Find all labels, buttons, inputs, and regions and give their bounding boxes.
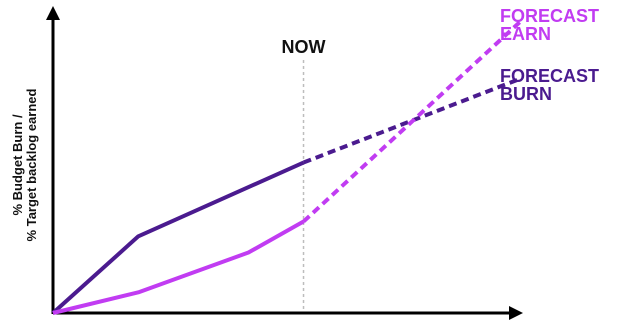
burn-actual-line	[51, 160, 305, 315]
forecast-burn-label-line-1: FORECAST	[500, 66, 599, 86]
axes	[46, 6, 523, 320]
forecast-earn-label-line-2: EARN	[500, 24, 551, 44]
forecast-burn-label: FORECAST BURN	[500, 66, 599, 104]
forecast-burn-label-line-2: BURN	[500, 84, 552, 104]
earn-actual-line	[52, 219, 305, 315]
now-label: NOW	[282, 37, 326, 57]
x-axis-arrow	[509, 306, 523, 320]
earn-forecast-line	[302, 19, 523, 224]
series-layer	[51, 19, 523, 315]
y-axis-arrow	[46, 6, 60, 20]
y-axis-label: % Budget Burn / % Target backlog earned	[10, 88, 39, 241]
y-axis-label-line-2: % Target backlog earned	[24, 88, 39, 241]
y-axis-label-line-1: % Budget Burn /	[10, 114, 25, 215]
forecast-earn-label-line-1: FORECAST	[500, 6, 599, 26]
forecast-earn-label: FORECAST EARN	[500, 6, 599, 44]
